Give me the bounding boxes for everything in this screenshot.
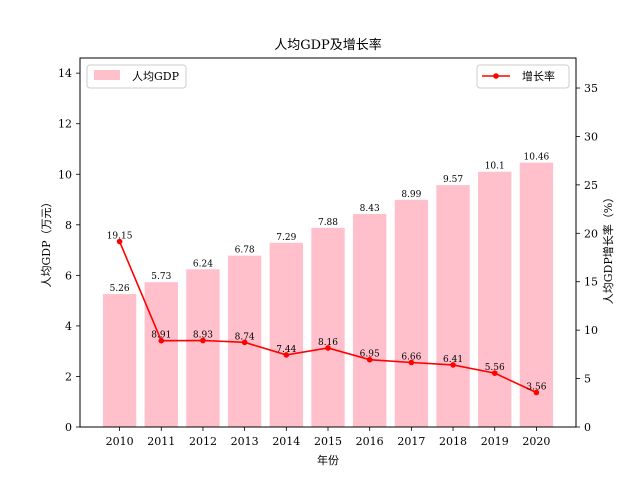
bar-label: 8.43 — [360, 204, 380, 214]
y-tick-label-right: 30 — [584, 130, 598, 143]
growth-label: 8.74 — [235, 332, 255, 342]
bar-label: 7.88 — [318, 218, 338, 228]
growth-label: 3.56 — [526, 383, 546, 393]
growth-label: 6.95 — [360, 350, 380, 360]
legend-bar: 人均GDP — [86, 64, 187, 89]
y-tick-label-left: 2 — [65, 370, 72, 383]
growth-point-2018 — [450, 362, 456, 368]
bar-2014 — [269, 242, 303, 427]
y-tick-label-right: 35 — [584, 82, 598, 95]
y-axis-label-right: 人均GDP增长率（%） — [601, 192, 615, 304]
y-tick-label-left: 6 — [65, 269, 72, 282]
bars-layer — [102, 162, 554, 427]
growth-point-2017 — [408, 359, 415, 366]
growth-label: 7.44 — [276, 345, 296, 355]
bar-2020 — [519, 162, 554, 427]
growth-label: 8.93 — [193, 331, 213, 341]
y-tick-label-right: 25 — [584, 179, 598, 192]
bar-2018 — [436, 185, 470, 427]
legend-line-marker — [493, 73, 499, 79]
bar-2011 — [144, 282, 178, 427]
growth-point-2015 — [325, 345, 331, 351]
growth-point-2011 — [158, 337, 165, 344]
bar-2012 — [186, 269, 220, 427]
y-tick-label-left: 4 — [65, 320, 72, 333]
bar-2017 — [394, 199, 429, 427]
growth-label: 6.41 — [443, 355, 463, 365]
bar-label: 7.29 — [276, 233, 296, 243]
x-tick-label: 2011 — [147, 435, 175, 448]
chart-title: 人均GDP及增长率 — [274, 37, 382, 53]
bar-label: 5.73 — [151, 272, 171, 282]
x-tick-label: 2018 — [439, 435, 467, 448]
legend-bar-text: 人均GDP — [132, 70, 180, 83]
growth-label: 5.56 — [485, 363, 505, 373]
bar-label: 10.46 — [524, 153, 550, 163]
bar-2010 — [102, 294, 137, 427]
line-layer: 19.15 8.91 8.93 8.74 7.44 8.16 6.95 6.66 6.41 5.5… — [107, 232, 547, 396]
growth-point-2010 — [116, 238, 123, 245]
y-tick-label-right: 5 — [584, 373, 591, 386]
x-tick-label: 2013 — [231, 435, 259, 448]
x-tick-label: 2015 — [314, 435, 342, 448]
x-tick-label: 2016 — [356, 435, 384, 448]
y-tick-label-right: 15 — [584, 276, 598, 289]
x-tick-label: 2012 — [189, 435, 217, 448]
legend-bar-swatch — [94, 70, 120, 80]
growth-label: 6.66 — [401, 352, 421, 362]
y-tick-label-left: 8 — [65, 219, 72, 232]
x-tick-label: 2017 — [397, 435, 425, 448]
growth-label: 8.16 — [318, 338, 338, 348]
bar-label: 6.24 — [193, 259, 213, 269]
y-tick-label-left: 0 — [65, 421, 72, 434]
bar-label: 6.78 — [235, 246, 255, 256]
legend-line-box — [476, 64, 570, 89]
axes-layer: 2010 2011 2012 2013 2014 2015 2016 2017 2018 2019… — [58, 57, 598, 448]
growth-point-2020 — [533, 389, 540, 396]
y-tick-label-left: 12 — [58, 118, 72, 131]
y-tick-label-left: 14 — [58, 67, 72, 80]
legend-line-text: 增长率 — [522, 69, 555, 83]
bar-2015 — [311, 227, 345, 427]
x-tick-label: 2020 — [522, 435, 550, 448]
growth-point-2019 — [491, 370, 498, 376]
growth-label: 19.15 — [107, 232, 133, 242]
bar-2019 — [478, 171, 512, 427]
growth-point-2014 — [283, 352, 290, 358]
bar-label: 10.1 — [485, 162, 505, 172]
growth-point-2012 — [200, 337, 206, 344]
x-axis-label: 年份 — [317, 453, 339, 467]
growth-label: 8.91 — [151, 331, 171, 341]
y-tick-label-right: 10 — [584, 324, 598, 337]
growth-point-2013 — [241, 339, 248, 346]
y-tick-label-right: 20 — [584, 227, 598, 240]
y-tick-label-right: 0 — [584, 421, 591, 434]
bar-label: 9.57 — [443, 175, 463, 185]
x-tick-label: 2010 — [106, 435, 134, 448]
legend-line: 增长率 — [476, 64, 570, 89]
bar-labels-layer: 5.26 5.73 6.24 6.78 7.29 7.88 8.43 8.99 9.57 10.1… — [110, 153, 550, 294]
bar-label: 5.26 — [110, 284, 130, 294]
y-tick-label-left: 10 — [58, 168, 72, 181]
x-tick-label: 2019 — [481, 435, 509, 448]
y-axis-label-left: 人均GDP（万元） — [40, 196, 53, 287]
x-tick-label: 2014 — [272, 435, 300, 448]
growth-point-2016 — [366, 356, 373, 363]
bar-label: 8.99 — [401, 190, 421, 200]
bar-2016 — [353, 213, 387, 427]
